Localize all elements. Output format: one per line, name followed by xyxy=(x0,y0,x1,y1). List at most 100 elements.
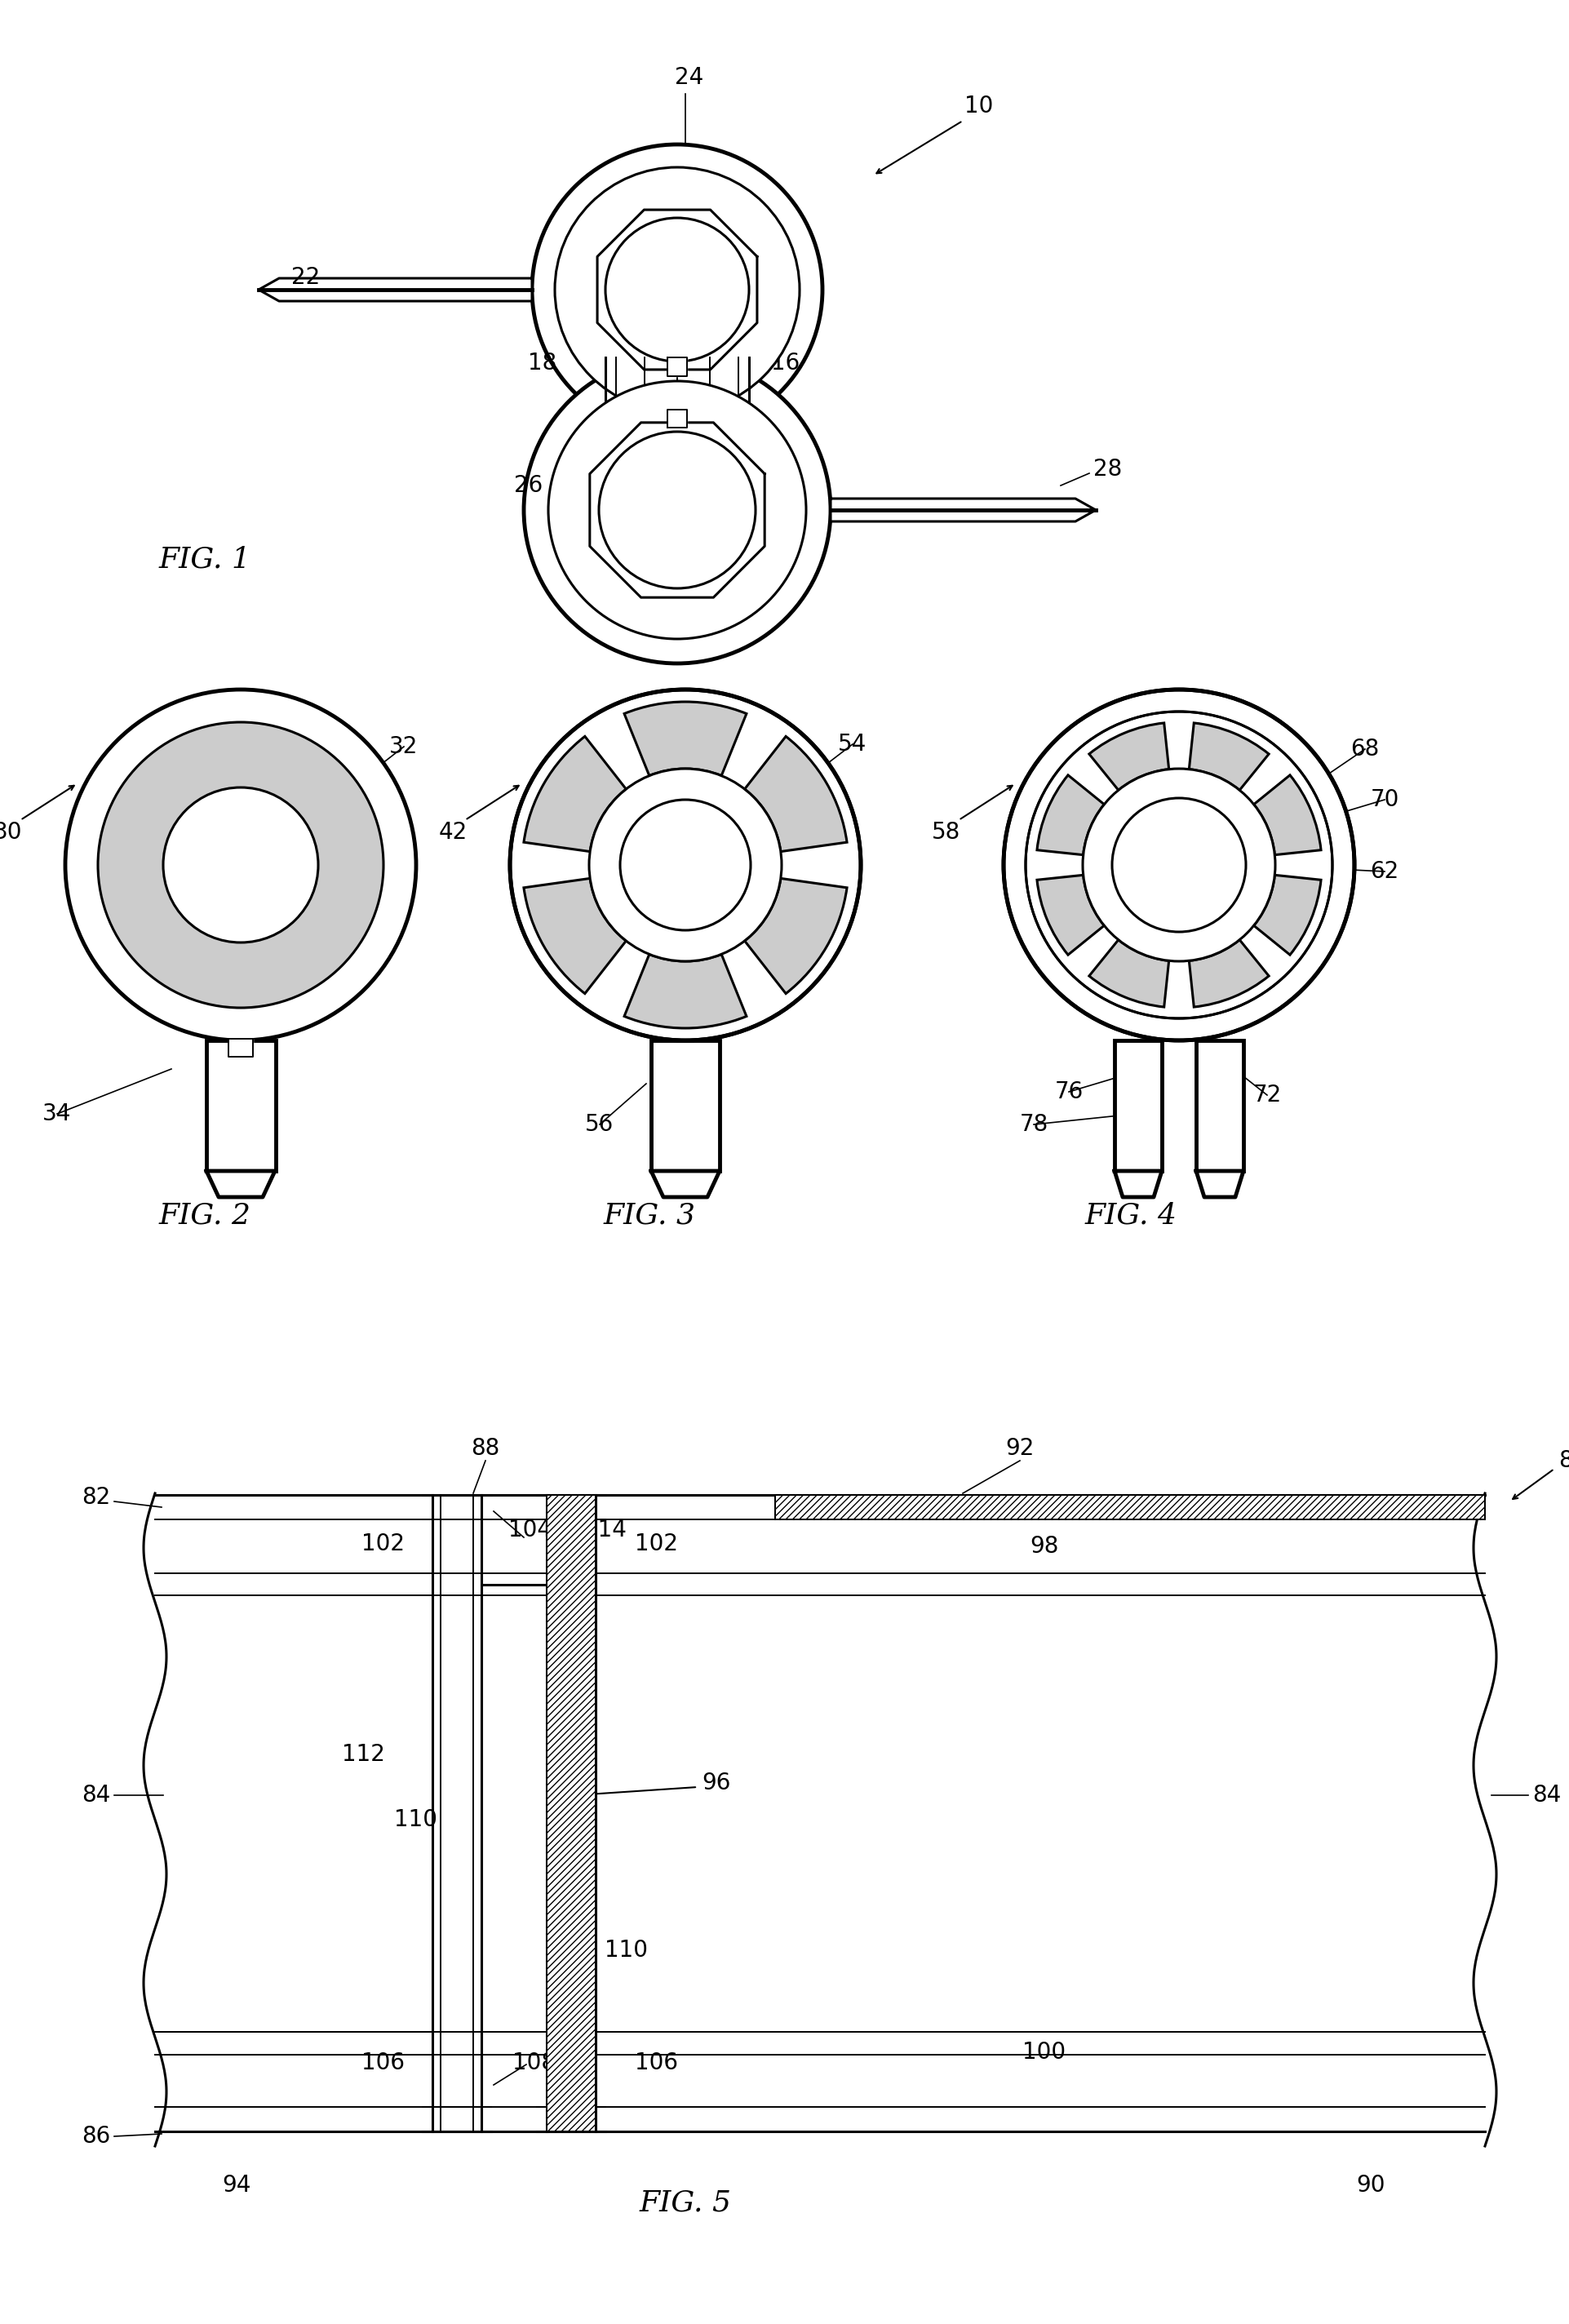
Text: 14: 14 xyxy=(662,483,692,507)
Text: 88: 88 xyxy=(471,1436,499,1459)
Circle shape xyxy=(548,381,806,639)
Text: 102: 102 xyxy=(362,1532,405,1555)
Circle shape xyxy=(66,690,416,1041)
Text: 68: 68 xyxy=(1349,737,1379,760)
Wedge shape xyxy=(744,878,847,995)
Circle shape xyxy=(606,218,748,363)
Text: 82: 82 xyxy=(82,1485,110,1508)
Text: 84: 84 xyxy=(1531,1785,1560,1806)
Polygon shape xyxy=(667,358,687,376)
Text: 70: 70 xyxy=(1370,788,1398,811)
Text: 100: 100 xyxy=(1021,2040,1065,2064)
Text: 104: 104 xyxy=(508,1518,552,1541)
Bar xyxy=(206,1041,276,1171)
Wedge shape xyxy=(524,878,626,995)
Text: 36: 36 xyxy=(232,846,262,869)
Bar xyxy=(775,1494,1484,1520)
Text: 110: 110 xyxy=(394,1808,438,1831)
Text: 12: 12 xyxy=(662,263,692,286)
Polygon shape xyxy=(1114,1171,1161,1197)
Text: 42: 42 xyxy=(438,820,468,844)
Bar xyxy=(651,1041,719,1171)
Text: 38: 38 xyxy=(322,846,351,869)
Bar xyxy=(546,1494,595,2131)
Text: 34: 34 xyxy=(42,1102,72,1125)
Text: 16: 16 xyxy=(770,351,799,374)
Text: 110: 110 xyxy=(604,1938,648,1961)
Text: 106: 106 xyxy=(634,2052,678,2075)
Text: FIG. 3: FIG. 3 xyxy=(604,1202,695,1229)
Bar xyxy=(546,1494,595,2131)
Text: 92: 92 xyxy=(1004,1436,1034,1459)
Text: 108: 108 xyxy=(513,2052,555,2075)
Text: 10: 10 xyxy=(965,95,993,119)
Text: 112: 112 xyxy=(342,1743,384,1766)
Text: 50: 50 xyxy=(731,823,761,846)
Text: 94: 94 xyxy=(223,2173,251,2196)
Circle shape xyxy=(1111,797,1246,932)
Wedge shape xyxy=(1089,723,1169,790)
Circle shape xyxy=(532,144,822,435)
Text: 74: 74 xyxy=(1208,869,1238,890)
Polygon shape xyxy=(229,1039,253,1057)
Circle shape xyxy=(554,167,799,411)
Wedge shape xyxy=(1188,723,1268,790)
Text: 58: 58 xyxy=(932,820,960,844)
Circle shape xyxy=(588,769,781,962)
Wedge shape xyxy=(1037,776,1103,855)
Wedge shape xyxy=(1254,876,1320,955)
Text: 44: 44 xyxy=(675,841,703,865)
Text: 20: 20 xyxy=(598,518,626,541)
Polygon shape xyxy=(830,500,1095,521)
Bar xyxy=(775,1494,1484,1520)
Wedge shape xyxy=(1089,939,1169,1006)
Bar xyxy=(1196,1041,1243,1171)
Text: 52: 52 xyxy=(675,899,703,920)
Circle shape xyxy=(163,788,319,944)
Text: FIG. 5: FIG. 5 xyxy=(639,2189,731,2217)
Text: 76: 76 xyxy=(1054,1081,1083,1104)
Text: 48: 48 xyxy=(612,823,640,846)
Text: FIG. 4: FIG. 4 xyxy=(1084,1202,1177,1229)
Text: 18: 18 xyxy=(527,351,555,374)
Circle shape xyxy=(1003,690,1354,1041)
Polygon shape xyxy=(206,1171,275,1197)
Text: 84: 84 xyxy=(82,1785,110,1806)
Text: 90: 90 xyxy=(1356,2173,1384,2196)
Text: 30: 30 xyxy=(0,820,22,844)
Wedge shape xyxy=(744,737,847,851)
Text: 78: 78 xyxy=(1018,1113,1048,1136)
Text: 56: 56 xyxy=(585,1113,613,1136)
Wedge shape xyxy=(1188,939,1268,1006)
Text: 66: 66 xyxy=(1089,869,1117,890)
Polygon shape xyxy=(1196,1171,1243,1197)
Text: 54: 54 xyxy=(838,732,866,755)
Text: 28: 28 xyxy=(1092,458,1122,481)
Wedge shape xyxy=(524,737,626,851)
Circle shape xyxy=(1025,711,1332,1018)
Text: 72: 72 xyxy=(1252,1083,1280,1106)
Text: 96: 96 xyxy=(701,1771,730,1794)
Circle shape xyxy=(524,356,830,662)
Text: 98: 98 xyxy=(1029,1534,1058,1557)
Polygon shape xyxy=(651,1171,719,1197)
Wedge shape xyxy=(1254,776,1320,855)
Text: FIG. 2: FIG. 2 xyxy=(158,1202,251,1229)
Text: 26: 26 xyxy=(513,474,543,497)
Bar xyxy=(1114,1041,1161,1171)
Text: 86: 86 xyxy=(82,2124,110,2147)
Text: 80: 80 xyxy=(1558,1450,1569,1471)
Text: 32: 32 xyxy=(389,734,417,758)
Circle shape xyxy=(510,690,860,1041)
Wedge shape xyxy=(1037,876,1103,955)
Text: FIG. 1: FIG. 1 xyxy=(158,546,251,572)
Text: 114: 114 xyxy=(584,1518,626,1541)
Wedge shape xyxy=(624,702,747,776)
Text: 24: 24 xyxy=(675,65,703,88)
Circle shape xyxy=(1083,769,1274,962)
Circle shape xyxy=(620,799,750,930)
Text: 102: 102 xyxy=(634,1532,678,1555)
Text: 22: 22 xyxy=(292,265,320,288)
Text: 40: 40 xyxy=(138,846,166,869)
Text: 60: 60 xyxy=(1167,841,1197,865)
